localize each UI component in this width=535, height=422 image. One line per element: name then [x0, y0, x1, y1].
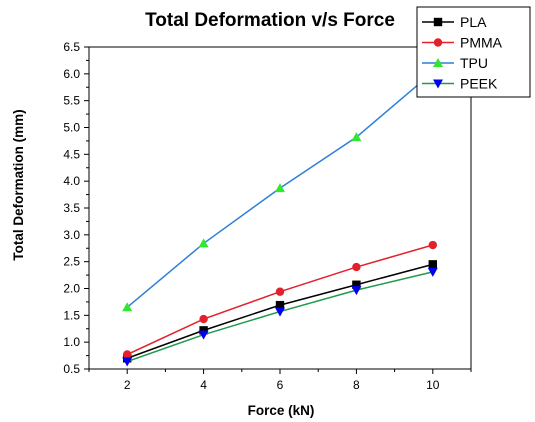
y-axis: 0.5 1.0 1.5 2.0 2.5 3.0 3.5 4.0 4.5 5.0 5.5 6.0 6.5: [63, 40, 89, 376]
y-tick-label: 6.0: [63, 67, 80, 81]
series-line-peek: [126, 271, 433, 363]
data-point-tpu: [198, 238, 209, 248]
data-point-tpu: [275, 183, 285, 193]
y-tick-label: 0.5: [63, 362, 80, 376]
legend-label-peek: PEEK: [460, 76, 498, 92]
data-point-pmma: [123, 350, 132, 359]
data-point-pla: [352, 280, 361, 289]
data-point-pmma: [199, 314, 208, 324]
legend-label-pmma: PMMA: [460, 35, 503, 51]
x-tick-label: 6: [277, 378, 284, 392]
legend: PLA PMMA TPU PEEK: [416, 6, 531, 98]
data-point-peek: [275, 307, 285, 317]
x-axis-label: Force (kN): [248, 403, 315, 418]
y-tick-label: 6.5: [63, 40, 80, 54]
series-layer: [122, 67, 438, 367]
chart-title: Total Deformation v/s Force: [145, 10, 395, 31]
plot-frame: [88, 46, 472, 370]
data-point-peek: [122, 357, 133, 367]
y-tick-label: 5.0: [63, 121, 80, 135]
data-point-pmma: [352, 262, 361, 272]
legend-marker-peek: [433, 79, 443, 89]
data-point-pmma: [428, 240, 437, 250]
legend-item-tpu: TPU: [422, 55, 488, 71]
legend-item-pmma: PMMA: [422, 35, 503, 51]
data-point-pmma: [275, 287, 285, 296]
data-point-tpu: [351, 132, 362, 142]
y-tick-label: 1.5: [63, 308, 80, 322]
series-peek: [122, 267, 438, 367]
x-tick-label: 4: [200, 378, 207, 392]
y-tick-label: 1.0: [63, 335, 80, 349]
data-point-peek: [198, 330, 209, 340]
y-tick-label: 3.0: [63, 228, 80, 242]
y-tick-label: 5.5: [63, 94, 80, 108]
y-tick-label: 2.5: [63, 255, 80, 269]
legend-label-pla: PLA: [460, 14, 487, 30]
legend-marker-pmma: [433, 38, 443, 47]
y-tick-label: 4.0: [63, 174, 80, 188]
data-point-peek: [351, 286, 362, 296]
data-point-pla: [199, 326, 208, 335]
legend-item-peek: PEEK: [422, 76, 498, 92]
data-point-tpu: [122, 302, 133, 312]
data-point-pla: [275, 300, 285, 310]
x-tick-label: 2: [124, 378, 131, 392]
legend-label-tpu: TPU: [460, 55, 488, 71]
y-tick-label: 3.5: [63, 201, 80, 215]
x-tick-label: 8: [353, 378, 360, 392]
y-axis-label: Total Deformation (mm): [11, 109, 26, 260]
series-pmma: [123, 240, 437, 359]
data-point-peek: [427, 267, 438, 277]
x-axis: 2 4 6 8 10: [88, 369, 472, 392]
legend-marker-pla: [433, 17, 443, 27]
legend-item-pla: PLA: [422, 14, 487, 30]
series-line-pmma: [126, 244, 434, 356]
x-tick-label: 10: [426, 378, 440, 392]
data-point-pla: [428, 260, 437, 269]
legend-marker-tpu: [433, 58, 443, 67]
y-tick-label: 4.5: [63, 147, 80, 161]
series-tpu: [122, 67, 438, 312]
y-tick-label: 2.0: [63, 282, 80, 296]
